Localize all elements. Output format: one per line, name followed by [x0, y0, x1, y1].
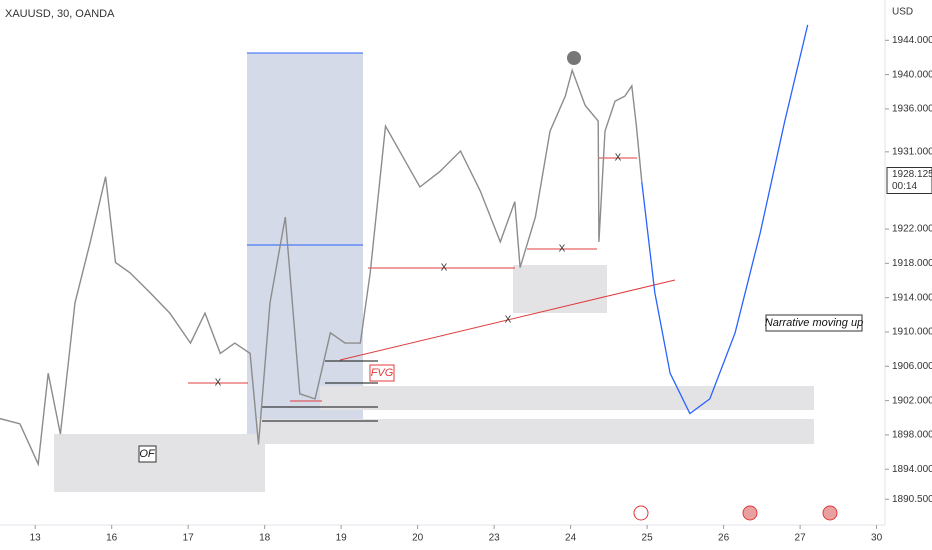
y-tick-label: 1936.000: [892, 104, 932, 115]
countdown: 00:14: [892, 181, 917, 192]
x-mark: X: [559, 244, 566, 255]
y-tick-label: 1918.000: [892, 258, 932, 269]
order-flow-zone: [54, 434, 265, 492]
y-tick-label: 1910.000: [892, 327, 932, 338]
y-tick-label: 1914.000: [892, 292, 932, 303]
annotation: Narrative moving up: [765, 317, 863, 329]
y-tick-label: 1890.500: [892, 494, 932, 505]
trend-line: [339, 279, 676, 361]
x-tick-label: 13: [30, 533, 42, 544]
x-mark: X: [441, 263, 448, 274]
x-mark: X: [215, 378, 222, 389]
y-tick-label: 1902.000: [892, 395, 932, 406]
x-tick-label: 18: [259, 533, 271, 544]
y-tick-label: 1906.000: [892, 361, 932, 372]
zone: [513, 265, 607, 313]
x-tick-label: 30: [871, 533, 883, 544]
chart-title: XAUUSD, 30, OANDA: [5, 8, 115, 20]
y-tick-label: 1931.000: [892, 146, 932, 157]
x-tick-label: 27: [795, 533, 807, 544]
x-tick-label: 19: [336, 533, 348, 544]
x-tick-label: 24: [565, 533, 577, 544]
label-box: [765, 314, 863, 332]
x-tick-label: 26: [718, 533, 730, 544]
range-box: [247, 53, 363, 440]
marker: [567, 51, 581, 65]
y-tick-label: 1898.000: [892, 430, 932, 441]
y-tick-label: 1922.000: [892, 224, 932, 235]
event-icon[interactable]: [633, 505, 649, 521]
x-mark: X: [505, 315, 512, 326]
annotation: OF: [139, 448, 156, 460]
zone: [258, 419, 814, 444]
x-tick-label: 16: [106, 533, 118, 544]
y-tick-label: 1944.000: [892, 35, 932, 46]
x-tick-label: 20: [412, 533, 424, 544]
axis-unit: USD: [892, 7, 913, 18]
price-line: [0, 67, 643, 467]
x-tick-label: 17: [183, 533, 195, 544]
x-tick-label: 23: [489, 533, 501, 544]
event-icon[interactable]: [822, 505, 838, 521]
x-mark: X: [615, 153, 622, 164]
projection-line: [641, 24, 809, 415]
annotation: FVG: [371, 367, 394, 379]
y-tick-label: 1894.000: [892, 464, 932, 475]
price-label: 1928.125: [892, 169, 932, 180]
y-tick-label: 1940.000: [892, 69, 932, 80]
label-box: [138, 445, 157, 463]
x-tick-label: 25: [642, 533, 654, 544]
event-icon[interactable]: [742, 505, 758, 521]
price-label-box: [886, 167, 932, 195]
zone: [320, 386, 814, 410]
label-box: [369, 364, 395, 382]
